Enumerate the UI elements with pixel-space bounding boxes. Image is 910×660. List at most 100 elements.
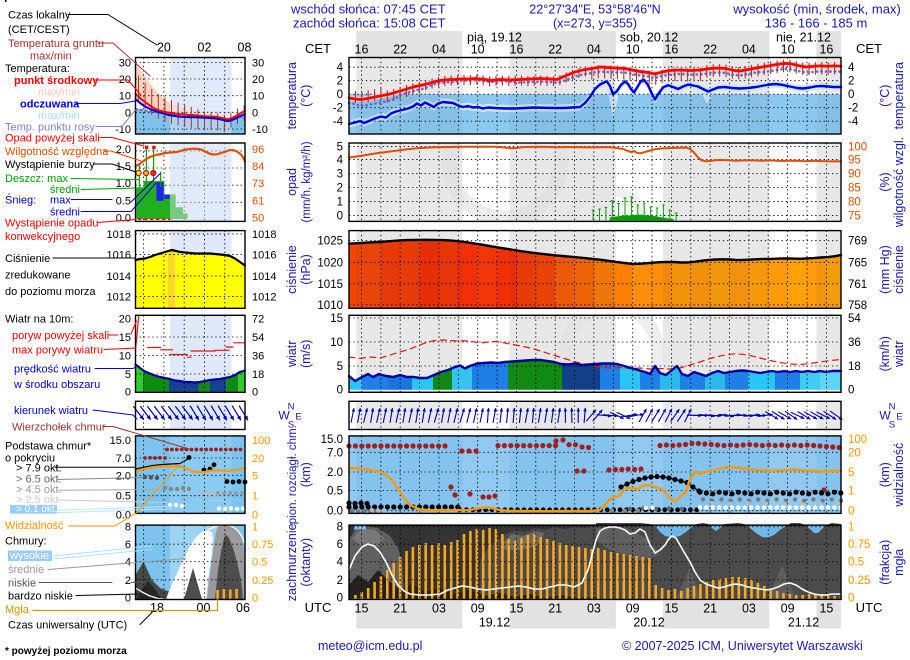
svg-text:0: 0 [848,89,854,101]
svg-text:7.0: 7.0 [116,453,131,465]
svg-text:niskie: niskie [8,578,36,590]
svg-text:(mm Hg): (mm Hg) [878,245,892,294]
svg-text:W: W [879,409,891,423]
svg-text:-4: -4 [848,116,859,128]
svg-text:Chmury:: Chmury: [5,536,47,548]
svg-text:0.75: 0.75 [252,539,273,551]
svg-text:w środku obszaru: w środku obszaru [13,379,100,391]
svg-text:średni: średni [50,184,80,196]
svg-text:20: 20 [119,314,131,326]
svg-text:(x=273, y=355): (x=273, y=355) [553,17,637,31]
svg-text:Wierzchołek chmur: Wierzchołek chmur [12,422,106,434]
svg-text:0.0: 0.0 [116,213,131,225]
svg-text:09: 09 [471,602,485,616]
svg-text:0.75: 0.75 [848,539,870,551]
svg-text:(km): (km) [299,462,313,487]
svg-text:0.5: 0.5 [848,557,864,569]
svg-text:max porywy wiatru: max porywy wiatru [12,345,103,357]
svg-text:22: 22 [703,43,717,57]
svg-text:opad: opad [285,168,299,196]
svg-text:1016: 1016 [252,249,276,261]
svg-text:09: 09 [626,602,640,616]
svg-text:Opad powyżej skali: Opad powyżej skali [5,133,100,145]
svg-text:S: S [288,420,294,431]
svg-text:2: 2 [337,575,343,587]
svg-text:21: 21 [393,602,407,616]
svg-text:wschód słońca: 07:45 CET: wschód słońca: 07:45 CET [290,2,446,17]
svg-text:20.12: 20.12 [633,616,664,630]
svg-text:Śnieg:: Śnieg: [5,194,36,207]
svg-text:0: 0 [252,510,258,522]
svg-text:15: 15 [330,313,343,325]
svg-text:1.5: 1.5 [116,161,131,173]
svg-text:> 4.5 okt.: > 4.5 okt. [16,484,62,496]
svg-text:(CET/CEST): (CET/CEST) [8,24,70,36]
svg-text:2: 2 [337,76,343,88]
svg-text:6: 6 [337,539,343,551]
svg-text:konwekcyjnego: konwekcyjnego [5,231,80,243]
svg-text:0.5: 0.5 [327,486,343,498]
svg-text:1.0: 1.0 [116,178,131,190]
svg-text:ciśnienie: ciśnienie [285,245,299,294]
svg-text:04: 04 [432,43,446,57]
svg-text:Ciśnienie: Ciśnienie [5,253,50,265]
svg-text:100: 100 [848,434,867,446]
svg-text:19.12: 19.12 [479,616,510,630]
svg-text:20: 20 [157,41,171,55]
svg-text:15: 15 [819,602,833,616]
svg-text:(km): (km) [878,462,892,487]
svg-text:> 2.5 okt.: > 2.5 okt. [16,494,62,506]
svg-text:N: N [889,402,896,413]
svg-text:mgła: mgła [892,549,906,576]
svg-text:8: 8 [125,522,131,534]
svg-text:20: 20 [252,74,264,86]
svg-text:4: 4 [337,62,344,74]
svg-text:> 0.1 okt.: > 0.1 okt. [16,504,57,515]
svg-text:Czas uniwersalny (UTC): Czas uniwersalny (UTC) [8,620,127,632]
svg-text:0.5: 0.5 [116,195,131,207]
svg-text:Wiatr na 10m:: Wiatr na 10m: [5,314,73,326]
svg-text:(m/s): (m/s) [299,340,313,368]
svg-text:5: 5 [337,361,343,373]
svg-text:* powyżej poziomu morza: * powyżej poziomu morza [5,646,127,657]
svg-text:22: 22 [548,43,562,57]
svg-text:max/min: max/min [38,110,80,122]
svg-text:0: 0 [125,592,131,604]
svg-text:10: 10 [471,43,485,57]
svg-text:sob, 20.12: sob, 20.12 [620,31,678,45]
svg-text:średni: średni [50,207,80,219]
svg-text:15: 15 [355,602,369,616]
svg-text:1014: 1014 [252,271,276,283]
svg-text:1: 1 [252,491,258,503]
svg-text:Wystąpienie opadu: Wystąpienie opadu [5,218,98,230]
svg-text:0: 0 [337,385,343,397]
svg-text:30: 30 [252,58,264,70]
svg-text:16: 16 [510,43,524,57]
svg-text:0.25: 0.25 [252,575,273,587]
svg-text:75: 75 [848,210,861,222]
svg-text:1016: 1016 [107,249,131,261]
svg-text:0: 0 [337,592,343,604]
svg-text:22°27'34"E, 53°58'46"N: 22°27'34"E, 53°58'46"N [529,3,660,17]
svg-text:15: 15 [664,602,678,616]
svg-text:03: 03 [432,602,446,616]
svg-text:max/min: max/min [30,51,72,63]
svg-text:0: 0 [252,107,258,119]
svg-text:20: 20 [848,447,861,459]
svg-text:wysokie: wysokie [9,550,49,562]
svg-text:wiatr: wiatr [285,341,299,368]
svg-text:0: 0 [848,506,854,518]
svg-text:61: 61 [252,195,264,207]
svg-text:0: 0 [337,210,343,222]
svg-text:100: 100 [252,435,270,447]
svg-text:0: 0 [252,592,258,604]
svg-text:769: 769 [848,236,867,248]
svg-text:16: 16 [819,43,833,57]
svg-text:CET: CET [856,41,882,56]
svg-text:zredukowane: zredukowane [5,270,70,282]
svg-text:temperatura: temperatura [285,62,299,129]
svg-text:54: 54 [252,332,264,344]
svg-text:18: 18 [150,601,164,615]
svg-text:pion. rozciągł. chm.: pion. rozciągł. chm. [287,425,299,524]
svg-text:10: 10 [626,43,640,57]
